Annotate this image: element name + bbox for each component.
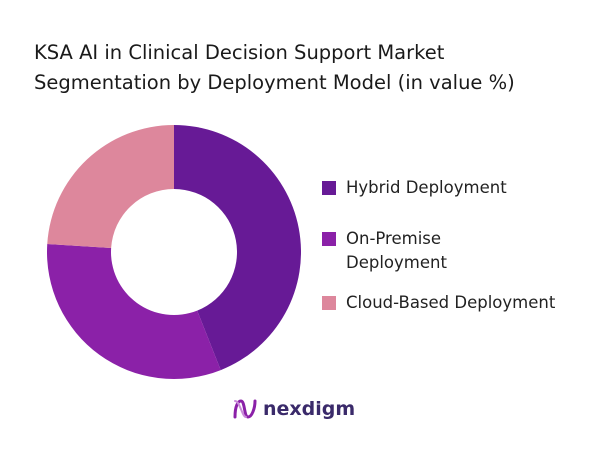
donut-slice-hybrid-deployment (174, 125, 302, 371)
donut-slice-on-premise-deployment (46, 244, 221, 379)
title-line-1: KSA AI in Clinical Decision Support Mark… (34, 41, 445, 64)
legend-swatch (322, 296, 336, 310)
legend-label-cont: Deployment (346, 253, 447, 272)
legend-label: Hybrid Deployment (346, 178, 507, 197)
logo-text: nexdigm (263, 398, 356, 420)
donut-slice-cloud-based-deployment (47, 125, 174, 249)
nexdigm-logo: nexdigm (232, 398, 355, 420)
title-line-2: Segmentation by Deployment Model (in val… (34, 71, 515, 94)
legend-item-hybrid: Hybrid Deployment (322, 176, 507, 200)
chart-title: KSA AI in Clinical Decision Support Mark… (34, 38, 515, 98)
legend-item-on-premise: On-Premise Deployment (322, 227, 447, 275)
legend-swatch (322, 181, 336, 195)
nexdigm-logo-icon (233, 399, 257, 419)
legend-label: Cloud-Based Deployment (346, 293, 556, 312)
legend-label: On-Premise (346, 229, 442, 248)
legend-swatch (322, 232, 336, 246)
legend-item-cloud: Cloud-Based Deployment (322, 291, 555, 315)
